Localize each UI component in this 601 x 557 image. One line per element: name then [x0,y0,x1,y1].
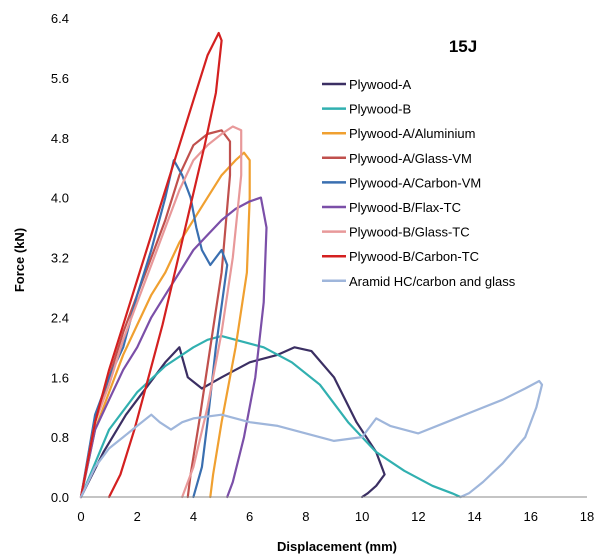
legend-label: Plywood-B/Glass-TC [349,225,470,240]
series-line-3 [79,129,232,499]
x-tick-label: 6 [246,509,253,524]
y-tick-label: 6.4 [51,11,69,26]
series-line-4 [79,159,229,499]
x-tick-label: 4 [190,509,197,524]
legend: Plywood-A Plywood-B Plywood-A/Aluminium Ply… [322,77,516,289]
x-tick-label: 16 [524,509,538,524]
x-tick-label: 0 [77,509,84,524]
chart-title: 15J [449,37,477,56]
x-tick-label: 2 [134,509,141,524]
x-tick-label: 12 [411,509,425,524]
series-line-5 [79,196,268,499]
y-tick-label: 4.0 [51,191,69,206]
legend-label: Plywood-A/Glass-VM [349,151,472,166]
x-axis-ticks: 0 2 4 6 8 10 12 14 16 18 [77,509,594,524]
series-line-7 [79,31,223,499]
y-tick-label: 5.6 [51,71,69,86]
plot-lines [79,31,544,499]
y-tick-label: 4.8 [51,131,69,146]
y-tick-label: 3.2 [51,251,69,266]
y-axis-title: Force (kN) [12,228,27,292]
legend-label: Aramid HC/carbon and glass [349,274,516,289]
y-tick-label: 0.0 [51,490,69,505]
series-line-1 [79,335,462,499]
y-tick-label: 1.6 [51,370,69,385]
series-line-8 [79,379,544,499]
legend-label: Plywood-A/Carbon-VM [349,175,481,190]
y-axis-ticks: 0.0 0.8 1.6 2.4 3.2 4.0 4.8 5.6 6.4 [51,11,69,505]
series-line-6 [79,125,243,499]
x-tick-label: 8 [302,509,309,524]
x-axis-title: Displacement (mm) [277,539,397,554]
legend-label: Plywood-B/Carbon-TC [349,249,479,264]
legend-label: Plywood-B [349,102,411,117]
x-tick-label: 10 [355,509,369,524]
y-tick-label: 0.8 [51,430,69,445]
x-tick-label: 18 [580,509,594,524]
x-tick-label: 14 [467,509,481,524]
legend-label: Plywood-A/Aluminium [349,126,475,141]
legend-label: Plywood-B/Flax-TC [349,200,461,215]
series-line-2 [79,151,251,499]
series-line-0 [79,346,386,499]
y-tick-label: 2.4 [51,310,69,325]
legend-label: Plywood-A [349,77,411,92]
